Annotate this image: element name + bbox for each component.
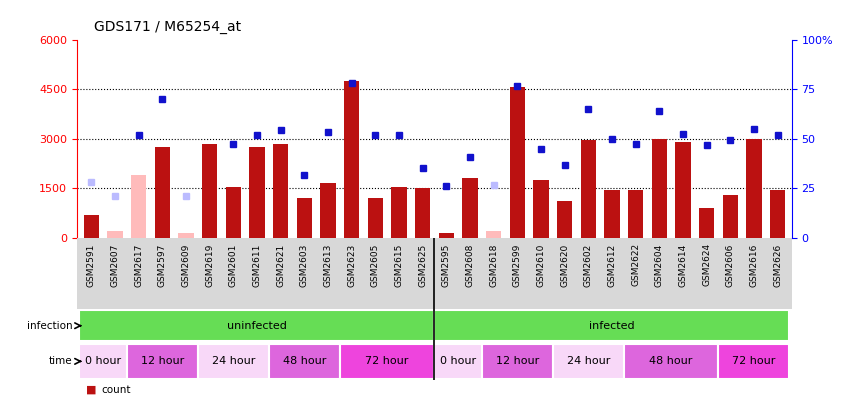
Bar	[770, 190, 785, 238]
Bar	[198, 344, 269, 379]
Text: GSM2601: GSM2601	[229, 243, 238, 287]
Bar	[296, 198, 312, 238]
Bar	[438, 232, 454, 238]
Text: 12 hour: 12 hour	[140, 356, 184, 366]
Text: 24 hour: 24 hour	[567, 356, 610, 366]
Bar	[557, 201, 573, 238]
Text: GSM2613: GSM2613	[324, 243, 332, 287]
Bar	[718, 344, 789, 379]
Text: GSM2618: GSM2618	[489, 243, 498, 287]
Text: 0 hour: 0 hour	[440, 356, 476, 366]
Text: GSM2599: GSM2599	[513, 243, 522, 287]
Bar	[155, 147, 170, 238]
Bar	[604, 190, 620, 238]
Text: GSM2623: GSM2623	[347, 243, 356, 287]
Text: 48 hour: 48 hour	[650, 356, 693, 366]
Bar	[391, 187, 407, 238]
Bar	[320, 183, 336, 238]
Bar	[486, 231, 502, 238]
Text: GSM2614: GSM2614	[679, 243, 687, 287]
Text: GSM2622: GSM2622	[631, 243, 640, 286]
Bar	[202, 143, 217, 238]
Text: GSM2617: GSM2617	[134, 243, 143, 287]
Bar	[225, 187, 241, 238]
Bar	[84, 215, 99, 238]
Bar	[722, 195, 738, 238]
Bar	[675, 142, 691, 238]
Bar	[624, 344, 718, 379]
Bar	[434, 344, 482, 379]
Text: GSM2624: GSM2624	[702, 243, 711, 286]
Text: GSM2591: GSM2591	[86, 243, 96, 287]
Text: GSM2597: GSM2597	[158, 243, 167, 287]
Text: GSM2605: GSM2605	[371, 243, 380, 287]
Bar	[651, 139, 667, 238]
Text: GSM2621: GSM2621	[276, 243, 285, 287]
Text: GSM2626: GSM2626	[773, 243, 782, 287]
Bar	[249, 147, 265, 238]
Text: GDS171 / M65254_at: GDS171 / M65254_at	[94, 20, 241, 34]
Text: GSM2604: GSM2604	[655, 243, 663, 287]
Text: GSM2612: GSM2612	[608, 243, 616, 287]
Text: count: count	[101, 385, 130, 395]
Bar	[580, 140, 596, 238]
Text: GSM2620: GSM2620	[560, 243, 569, 287]
Bar	[462, 178, 478, 238]
Text: 0 hour: 0 hour	[85, 356, 122, 366]
Text: GSM2603: GSM2603	[300, 243, 309, 287]
Bar	[434, 310, 789, 341]
Bar	[80, 344, 127, 379]
Bar	[415, 188, 431, 238]
Text: time: time	[49, 356, 73, 366]
Text: GSM2602: GSM2602	[584, 243, 592, 287]
Text: GSM2610: GSM2610	[537, 243, 545, 287]
Bar	[628, 190, 644, 238]
Bar	[509, 88, 525, 238]
Text: infected: infected	[589, 321, 635, 331]
Bar	[367, 198, 383, 238]
Bar	[344, 81, 360, 238]
Bar	[131, 175, 146, 238]
Bar	[698, 208, 714, 238]
Text: 12 hour: 12 hour	[496, 356, 539, 366]
Text: GSM2625: GSM2625	[418, 243, 427, 287]
Bar	[746, 139, 762, 238]
Text: 48 hour: 48 hour	[282, 356, 326, 366]
Text: GSM2615: GSM2615	[395, 243, 403, 287]
Text: GSM2619: GSM2619	[205, 243, 214, 287]
Bar	[107, 231, 122, 238]
Text: GSM2616: GSM2616	[750, 243, 758, 287]
Bar	[553, 344, 624, 379]
Bar	[533, 180, 549, 238]
Bar	[269, 344, 340, 379]
Text: 24 hour: 24 hour	[211, 356, 255, 366]
Bar	[178, 232, 193, 238]
Text: GSM2607: GSM2607	[110, 243, 119, 287]
Text: GSM2608: GSM2608	[466, 243, 474, 287]
Text: GSM2606: GSM2606	[726, 243, 734, 287]
Bar	[273, 143, 288, 238]
Text: GSM2611: GSM2611	[253, 243, 261, 287]
Bar	[340, 344, 434, 379]
Bar	[482, 344, 553, 379]
Bar	[80, 310, 434, 341]
Text: uninfected: uninfected	[227, 321, 287, 331]
Text: 72 hour: 72 hour	[732, 356, 776, 366]
Text: ■: ■	[86, 385, 96, 395]
Text: infection: infection	[27, 321, 73, 331]
Text: GSM2609: GSM2609	[181, 243, 190, 287]
Bar	[127, 344, 198, 379]
Text: 72 hour: 72 hour	[366, 356, 409, 366]
Text: GSM2595: GSM2595	[442, 243, 451, 287]
